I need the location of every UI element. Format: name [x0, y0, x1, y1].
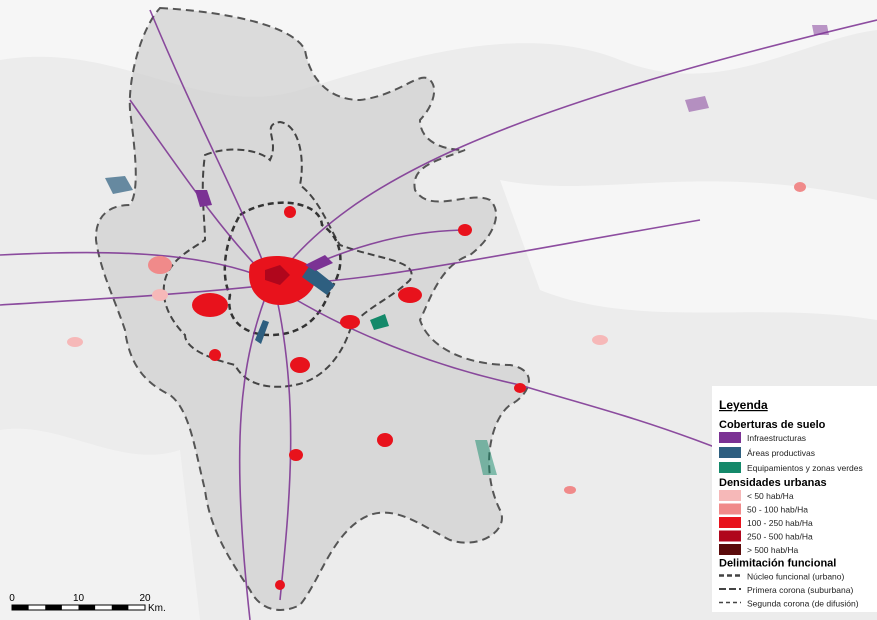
legend-heading: Densidades urbanas [719, 477, 827, 489]
scale-bar-segment [111, 605, 129, 610]
legend-swatch [719, 490, 741, 501]
legend-swatch [719, 544, 741, 555]
legend-swatch [719, 447, 741, 458]
legend-heading: Coberturas de suelo [719, 419, 826, 431]
legend-swatch [719, 503, 741, 515]
legend-label: Segunda corona (de difusión) [747, 599, 859, 609]
legend-swatch [719, 462, 741, 473]
roads [0, 9, 877, 620]
scale-bar-segment [45, 605, 62, 610]
legend-label: < 50 hab/Ha [747, 491, 794, 501]
legend-label: Áreas productivas [747, 448, 815, 458]
urban-areas [67, 25, 829, 590]
legend-heading: Delimitación funcional [719, 558, 836, 570]
scale-tick-label: 10 [73, 593, 85, 604]
scale-unit: Km. [148, 603, 166, 614]
legend-label: > 500 hab/Ha [747, 545, 799, 555]
legend: Leyenda Coberturas de suelo Infraestructur… [719, 398, 863, 609]
legend-label: Infraestructuras [747, 433, 806, 443]
scale-tick-label: 0 [9, 593, 15, 604]
legend-label: 100 - 250 hab/Ha [747, 518, 813, 528]
scale-tick-label: 20 [139, 593, 151, 604]
legend-label: Núcleo funcional (urbano) [747, 572, 845, 582]
first-ring [162, 120, 413, 388]
legend-swatch [719, 517, 741, 528]
legend-label: Equipamientos y zonas verdes [747, 463, 863, 473]
legend-label: Primera corona (suburbana) [747, 585, 853, 595]
legend-title: Leyenda [719, 398, 768, 412]
legend-label: 50 - 100 hab/Ha [747, 505, 808, 515]
legend-swatch [719, 432, 741, 443]
legend-label: 250 - 500 hab/Ha [747, 532, 813, 542]
legend-swatch [719, 530, 741, 542]
scale-bar-segment [12, 605, 29, 610]
scale-bar-segment [78, 605, 96, 610]
